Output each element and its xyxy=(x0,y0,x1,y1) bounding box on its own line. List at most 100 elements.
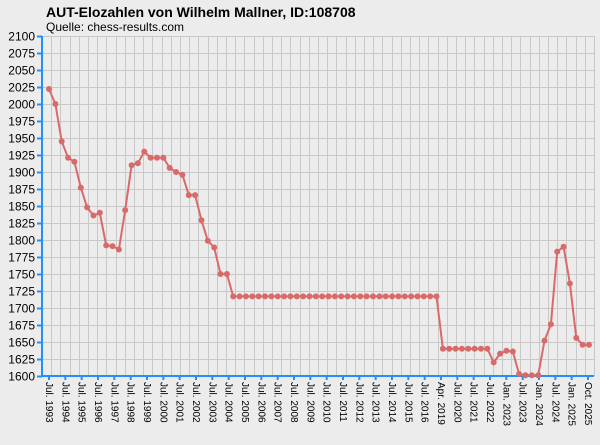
data-point xyxy=(344,293,351,300)
data-point xyxy=(122,207,129,214)
data-point xyxy=(350,293,357,300)
data-point xyxy=(401,293,408,300)
y-tick-label: 2025 xyxy=(8,81,35,95)
x-tick-label: Jul. 2020 xyxy=(451,382,462,423)
data-point xyxy=(166,164,173,171)
data-point xyxy=(338,293,345,300)
y-tick-label: 2100 xyxy=(8,30,35,44)
data-point xyxy=(192,192,199,199)
data-point xyxy=(357,293,364,300)
data-point xyxy=(516,371,523,377)
y-tick-label: 1850 xyxy=(8,200,35,214)
data-point xyxy=(370,293,376,300)
x-tick-label: Jul. 2011 xyxy=(337,382,348,422)
data-point xyxy=(109,243,116,250)
chart-subtitle: Quelle: chess-results.com xyxy=(46,20,184,34)
axes xyxy=(41,36,594,377)
data-point xyxy=(58,138,65,145)
y-tick-label: 1900 xyxy=(8,166,35,180)
data-point xyxy=(566,280,573,287)
data-point xyxy=(319,293,326,300)
data-point xyxy=(103,242,110,249)
y-tick-label: 1800 xyxy=(8,234,35,248)
x-tick-label: Jul. 1998 xyxy=(125,382,136,423)
y-tick-label: 1825 xyxy=(8,217,35,231)
data-point xyxy=(84,204,91,211)
y-tick-label: 2075 xyxy=(8,47,35,61)
x-tick-label: Jul. 2024 xyxy=(549,382,560,423)
data-point xyxy=(77,184,84,191)
data-point xyxy=(497,350,504,357)
x-tick-label: Jan. 2023 xyxy=(500,382,511,426)
y-tick-label: 2050 xyxy=(8,64,35,78)
data-point xyxy=(268,293,275,300)
data-point xyxy=(382,293,389,300)
y-tick-label: 1675 xyxy=(8,319,35,333)
data-point xyxy=(255,293,262,300)
data-point xyxy=(128,162,135,169)
x-tick-label: Jul. 1993 xyxy=(43,382,54,423)
data-point xyxy=(528,372,535,379)
x-tick-label: Jul. 2008 xyxy=(288,382,299,423)
y-tick-label: 1750 xyxy=(8,268,35,282)
data-point xyxy=(134,160,141,167)
data-point xyxy=(484,345,491,352)
data-point xyxy=(503,347,510,354)
data-point xyxy=(325,293,332,300)
data-point xyxy=(490,359,497,366)
series-elo xyxy=(46,86,592,379)
data-point xyxy=(287,293,294,300)
y-tick-label: 2000 xyxy=(8,98,35,112)
data-point xyxy=(230,293,237,300)
data-point xyxy=(147,154,154,161)
x-tick-label: Jul. 2014 xyxy=(386,382,397,423)
x-tick-label: Jul. 2015 xyxy=(402,382,413,423)
x-tick-label: Jul. 1999 xyxy=(141,382,152,423)
x-tick-label: Jan. 2025 xyxy=(566,382,577,426)
data-point xyxy=(141,148,148,155)
data-point xyxy=(363,293,370,300)
data-point xyxy=(211,244,218,251)
data-point xyxy=(408,293,415,300)
data-point xyxy=(115,246,122,253)
data-point xyxy=(554,248,561,255)
x-tick-label: Jul. 1997 xyxy=(108,382,119,423)
x-tick-label: Jul. 2023 xyxy=(517,382,528,423)
data-point xyxy=(160,154,167,161)
data-point xyxy=(458,345,465,352)
data-point xyxy=(154,154,160,161)
x-tick-label: Apr. 2019 xyxy=(435,382,446,425)
data-point xyxy=(293,293,300,300)
data-point xyxy=(573,334,580,341)
data-point xyxy=(90,212,97,219)
x-tick-label: Jul. 2009 xyxy=(304,382,315,423)
x-tick-label: Jul. 1996 xyxy=(92,382,103,423)
data-point xyxy=(522,372,529,379)
data-point xyxy=(471,345,478,352)
x-tick-label: Jul. 2013 xyxy=(370,382,381,423)
data-point xyxy=(331,293,338,300)
y-tick-label: 1875 xyxy=(8,183,35,197)
x-tick-label: Jul. 1995 xyxy=(76,382,87,423)
x-tick-label: Jul. 2022 xyxy=(484,382,495,423)
x-tick-label: Jul. 2002 xyxy=(190,382,201,423)
data-point xyxy=(509,348,516,355)
data-point xyxy=(96,209,103,216)
data-point xyxy=(236,293,243,300)
x-tick-label: Jul. 1994 xyxy=(59,382,70,423)
data-point xyxy=(217,271,224,277)
x-tick-label: Jul. 2007 xyxy=(272,382,283,423)
y-tick-label: 1650 xyxy=(8,336,35,350)
x-tick-label: Jul. 2000 xyxy=(157,382,168,423)
data-point xyxy=(446,345,453,352)
y-tick-label: 1975 xyxy=(8,115,35,129)
data-point xyxy=(541,337,548,344)
y-tick-label: 1600 xyxy=(8,370,35,384)
data-point xyxy=(579,341,586,348)
y-tick-label: 1625 xyxy=(8,353,35,367)
data-point xyxy=(414,293,421,300)
data-point xyxy=(173,169,180,175)
data-point xyxy=(204,237,211,244)
x-tick-label: Jan. 2024 xyxy=(533,382,544,426)
